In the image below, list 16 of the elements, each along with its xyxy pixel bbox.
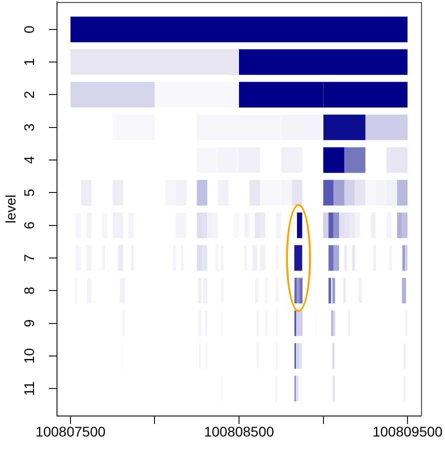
y-tick-label: 11	[21, 381, 38, 396]
y-axis-title: level	[2, 194, 18, 224]
y-tick-label: 7	[21, 254, 38, 262]
y-tick-label: 0	[21, 25, 38, 34]
y-tick-label: 5	[21, 188, 38, 197]
x-tick-label: 100807500	[35, 423, 106, 440]
y-tick-label: 3	[21, 123, 38, 132]
x-tick-label: 100808500	[204, 423, 274, 440]
y-tick-label: 1	[21, 58, 38, 66]
y-tick-label: 9	[21, 319, 38, 328]
y-tick-label: 8	[21, 286, 38, 295]
y-tick-label: 2	[21, 90, 38, 99]
y-tick-label: 10	[21, 348, 38, 364]
x-tick-label: 100809500	[372, 423, 443, 440]
y-tick-label: 6	[21, 221, 38, 230]
y-tick-label: 4	[21, 156, 38, 164]
